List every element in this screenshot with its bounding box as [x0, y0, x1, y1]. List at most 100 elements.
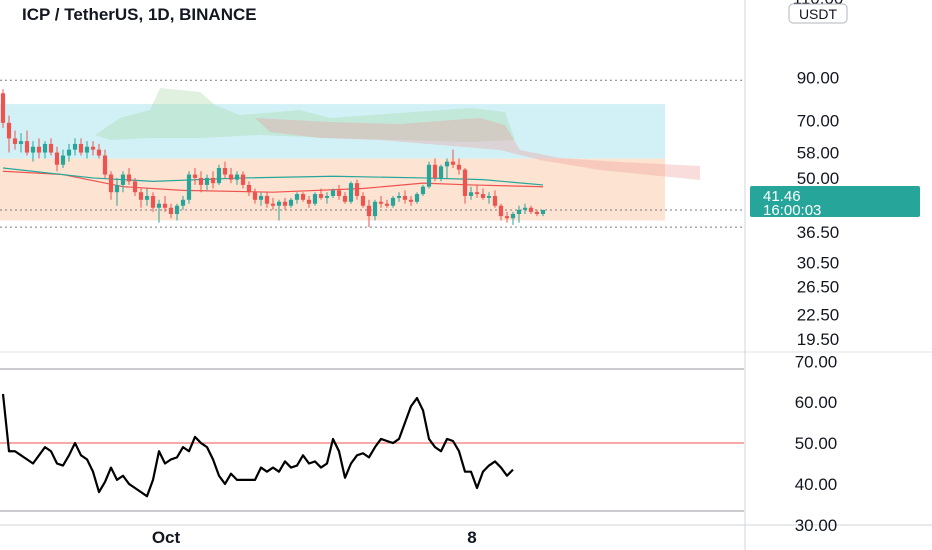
price-axis: 90.00 70.00 58.00 50.00 36.50 30.50 26.50 22.50… [797, 68, 840, 349]
candle [198, 171, 204, 193]
candle [168, 203, 174, 219]
candle [282, 197, 288, 210]
candle-body [60, 155, 66, 165]
candle [246, 181, 252, 196]
price-tick-label: 19.50 [797, 330, 840, 349]
candle [474, 184, 480, 198]
candle [384, 199, 390, 208]
candle-body [204, 177, 210, 185]
candle [216, 164, 222, 185]
rsi-tick-label: 40.00 [795, 475, 838, 494]
candle-body [438, 166, 444, 178]
candle-body [42, 143, 48, 153]
candle-body [126, 174, 132, 182]
candle-body [360, 195, 366, 206]
rsi-tick-label: 30.00 [795, 516, 838, 535]
currency-label: USDT [799, 6, 838, 22]
candle [414, 192, 420, 204]
currency-button[interactable] [788, 3, 848, 24]
candle [348, 181, 354, 204]
candle [114, 177, 120, 206]
candle-body [66, 149, 72, 156]
candle [402, 190, 408, 204]
candle [102, 149, 108, 178]
candle-body [210, 177, 216, 184]
candle [498, 203, 504, 221]
candle [54, 146, 60, 172]
candle-body [78, 143, 84, 153]
candle-body [12, 138, 18, 144]
candle-body [474, 192, 480, 195]
candle [72, 138, 78, 156]
countdown: 16:00:03 [763, 202, 821, 219]
candle-body [144, 195, 150, 200]
candle [480, 188, 486, 200]
candle-body [216, 167, 222, 184]
candle-body [120, 174, 126, 185]
candle-body [252, 192, 258, 200]
candle-body [234, 174, 240, 180]
candle [288, 197, 294, 208]
candles [0, 89, 546, 228]
candle [132, 177, 138, 196]
candle-body [6, 122, 12, 139]
candle-body [498, 205, 504, 217]
candle-body [108, 174, 114, 193]
candle-body [522, 207, 528, 210]
candle-body [198, 177, 204, 185]
candle [258, 192, 264, 206]
candle [0, 89, 6, 128]
candle-body [414, 194, 420, 202]
candle-body [24, 141, 30, 153]
candle-body [276, 201, 282, 206]
candle [12, 130, 18, 150]
cloud-green [95, 88, 515, 142]
candle-body [300, 194, 306, 200]
candle [144, 188, 150, 206]
candle-body [378, 201, 384, 204]
candle [468, 186, 474, 200]
time-tick-label: Oct [152, 528, 181, 547]
candle [420, 184, 426, 196]
rsi-tick-label: 50.00 [795, 434, 838, 453]
ichimoku-cloud [95, 88, 700, 180]
candle [126, 167, 132, 185]
candle-body [342, 195, 348, 202]
candle-body [336, 190, 342, 196]
candle [162, 195, 168, 212]
candle-body [114, 184, 120, 193]
candle-body [348, 183, 354, 202]
rsi-axis: 70.00 60.00 50.00 40.00 30.00 [795, 352, 838, 535]
candle [300, 192, 306, 202]
candle [504, 211, 510, 223]
price-tick-label: 70.00 [797, 111, 840, 130]
candle [252, 188, 258, 204]
price-tick-label: 90.00 [797, 68, 840, 87]
candle [120, 171, 126, 193]
candle [66, 143, 72, 162]
candle [342, 192, 348, 204]
candle-body [264, 195, 270, 204]
candle [6, 115, 12, 153]
time-tick-label: 8 [467, 528, 476, 547]
candle-body [168, 207, 174, 214]
candle-body [444, 161, 450, 167]
candle-body [90, 146, 96, 150]
candle-body [318, 194, 324, 198]
candle-body [456, 164, 462, 170]
candle-body [258, 195, 264, 200]
candle [108, 171, 114, 200]
candle-body [102, 155, 108, 175]
candle [330, 188, 336, 198]
candle-body [396, 195, 402, 198]
candle-body [246, 184, 252, 193]
cloud-red [255, 118, 700, 180]
price-tick-label: 22.50 [797, 306, 840, 325]
candle-body [54, 152, 60, 165]
candle [192, 167, 198, 185]
candle-body [96, 149, 102, 156]
candle [240, 171, 246, 189]
candle [180, 195, 186, 210]
candle-body [282, 201, 288, 206]
